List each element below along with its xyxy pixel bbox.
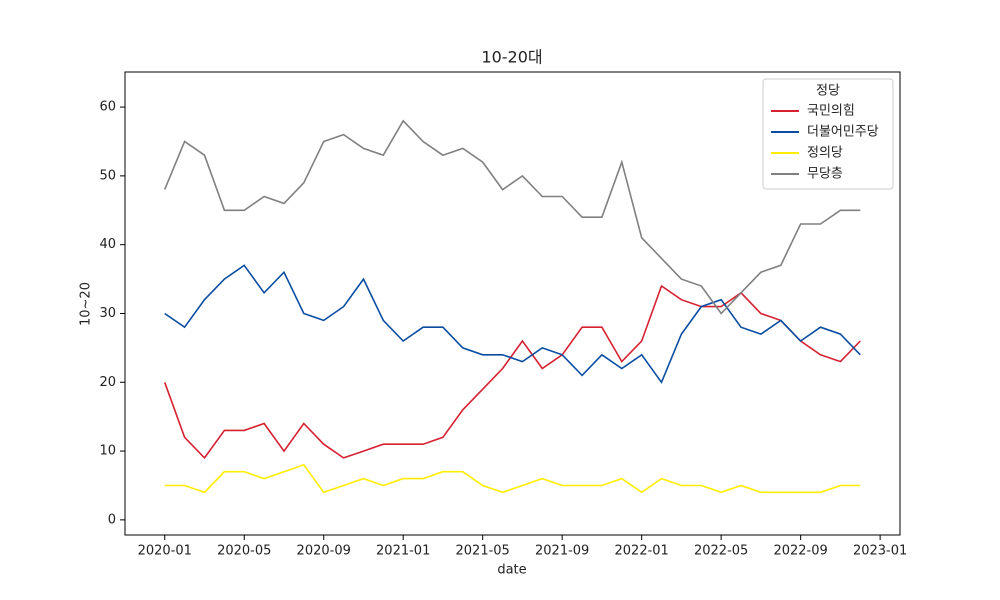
chart-title: 10-20대 — [481, 48, 542, 67]
x-tick-label: 2020-01 — [138, 544, 192, 559]
legend-label: 정의당 — [807, 146, 843, 161]
x-tick-label: 2021-01 — [376, 544, 430, 559]
x-tick-label: 2020-05 — [217, 544, 271, 559]
x-tick-label: 2021-09 — [535, 544, 589, 559]
x-tick-label: 2022-01 — [615, 544, 669, 559]
legend-label: 국민의힘 — [807, 104, 855, 119]
legend-title: 정당 — [816, 84, 840, 99]
x-tick-label: 2022-09 — [773, 544, 827, 559]
series-line — [164, 463, 861, 494]
y-tick-label: 50 — [99, 168, 116, 183]
legend-box — [762, 78, 894, 190]
legend-label: 무당층 — [807, 167, 843, 182]
y-tick-label: 60 — [99, 100, 116, 115]
x-tick-label: 2022-05 — [694, 544, 748, 559]
y-tick-label: 10 — [99, 444, 116, 459]
y-tick-label: 30 — [99, 306, 116, 321]
x-tick-label: 2023-01 — [853, 544, 907, 559]
series-line — [164, 264, 861, 384]
y-tick-label: 40 — [99, 237, 116, 252]
x-axis-label: date — [497, 563, 526, 578]
y-tick-label: 20 — [99, 375, 116, 390]
plot-frame — [124, 71, 901, 536]
y-tick-label: 0 — [108, 512, 116, 527]
y-axis-label: 10~20 — [79, 282, 94, 326]
legend-label: 더불어민주당 — [807, 125, 879, 140]
series-line — [163, 119, 861, 315]
x-tick-label: 2020-09 — [297, 544, 351, 559]
x-tick-label: 2021-05 — [456, 544, 510, 559]
series-line — [163, 284, 861, 460]
